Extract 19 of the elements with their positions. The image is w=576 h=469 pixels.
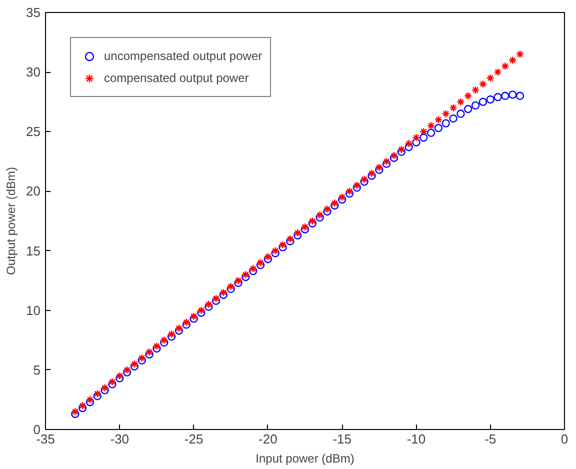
- x-tick-label: -30: [110, 432, 130, 446]
- y-tick-label: 15: [26, 243, 41, 258]
- y-tick-label: 0: [33, 422, 41, 437]
- y-axis-title: Output power (dBm): [4, 166, 18, 276]
- x-tick-label: -20: [258, 432, 278, 446]
- x-tick-label: 0: [560, 432, 568, 446]
- x-tick-label: -10: [406, 432, 426, 446]
- legend-label: compensated output power: [104, 71, 249, 85]
- x-tick-label: -5: [484, 432, 496, 446]
- x-axis-title: Input power (dBm): [256, 452, 354, 466]
- x-tick-label: -25: [184, 432, 204, 446]
- y-tick-label: 35: [26, 5, 41, 20]
- y-tick-label: 10: [26, 302, 41, 318]
- y-tick-label: 5: [33, 362, 41, 378]
- y-tick-label: 20: [26, 184, 41, 199]
- x-tick-label: -15: [332, 432, 352, 446]
- y-tick-label: 25: [26, 124, 41, 140]
- y-tick-label: 30: [26, 64, 41, 80]
- legend-label: uncompensated output power: [104, 49, 262, 63]
